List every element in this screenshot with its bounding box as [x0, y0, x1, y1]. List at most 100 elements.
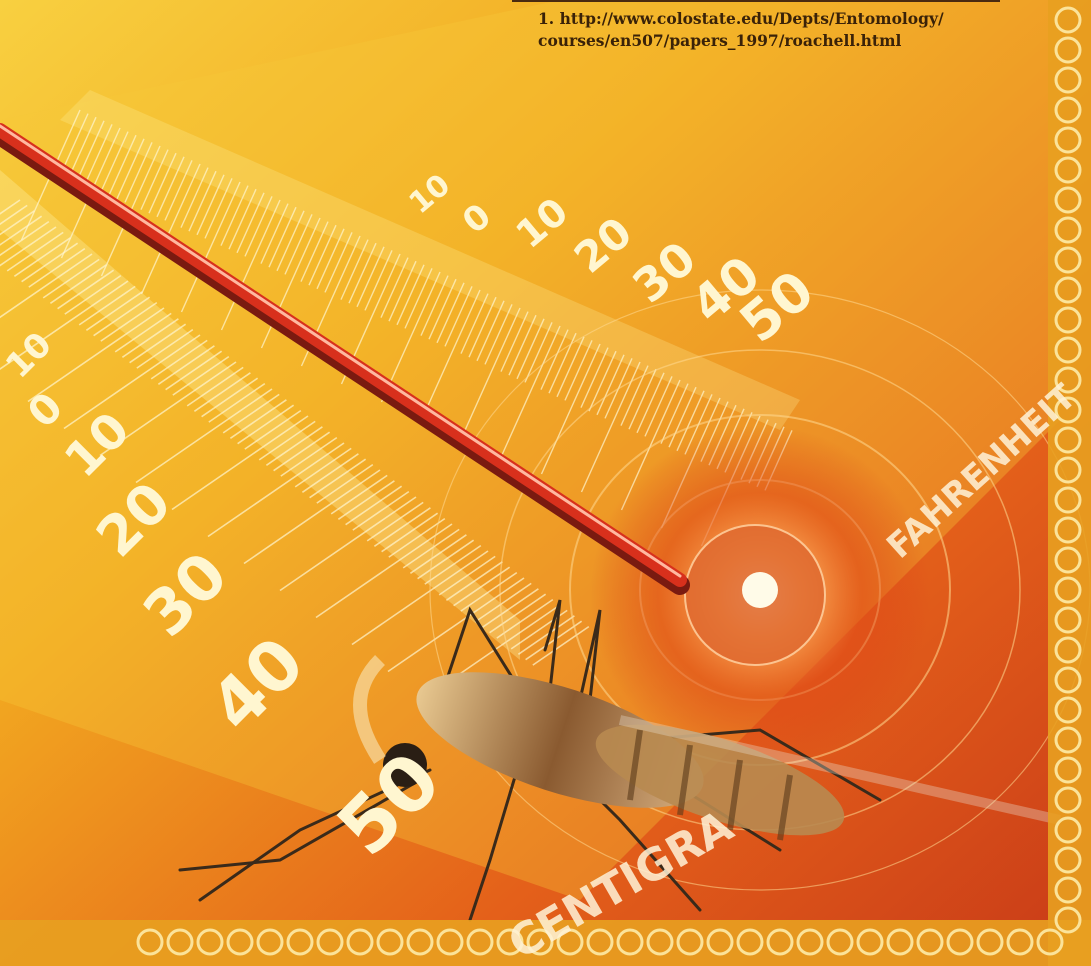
swirl: [256, 928, 284, 956]
tick-mark: [660, 383, 689, 444]
tick-mark: [244, 409, 302, 450]
tick-mark: [0, 215, 43, 246]
swirl: [1054, 486, 1082, 514]
tick-mark: [63, 334, 201, 430]
swirl: [1054, 276, 1082, 304]
swirl: [826, 928, 854, 956]
tick-mark: [468, 296, 497, 358]
swirl: [196, 928, 224, 956]
tick-mark: [396, 264, 425, 326]
swirl: [1054, 456, 1082, 484]
tick-mark: [171, 415, 309, 511]
swirl: [1054, 756, 1082, 784]
tick-mark: [201, 377, 259, 418]
tick-mark: [644, 376, 673, 437]
tick-mark: [156, 156, 185, 218]
swirl: [586, 928, 614, 956]
swirl: [646, 928, 674, 956]
tick-mark: [356, 246, 385, 308]
tick-mark: [301, 453, 359, 493]
tick-mark: [228, 188, 257, 250]
tick-mark: [540, 343, 601, 475]
tick-mark: [276, 210, 305, 272]
tick-mark: [121, 318, 179, 358]
tick-mark: [284, 214, 313, 275]
swirl: [496, 928, 524, 956]
tick-mark: [124, 142, 153, 203]
swirl: [1054, 396, 1082, 424]
tick-mark: [273, 431, 331, 472]
tick-mark: [100, 301, 158, 342]
tick-mark: [136, 328, 194, 369]
tick-mark: [348, 242, 377, 304]
tick-mark: [204, 178, 233, 239]
tick-mark: [165, 350, 223, 391]
swirl: [1054, 336, 1082, 364]
tick-mark: [193, 372, 251, 412]
tick-mark: [438, 555, 496, 596]
tick-mark: [668, 386, 697, 448]
tick-mark: [135, 388, 273, 484]
tick-mark: [42, 258, 100, 299]
swirl: [1054, 816, 1082, 844]
tick-mark: [164, 160, 193, 221]
tick-mark: [21, 242, 79, 283]
tick-mark: [237, 404, 295, 445]
swirl: [556, 928, 584, 956]
mercury-column: [0, 123, 687, 587]
swirl: [1054, 876, 1082, 904]
tick-mark: [188, 170, 217, 232]
tick-mark: [229, 399, 287, 439]
swirl: [1054, 426, 1082, 454]
tick-mark: [64, 274, 122, 315]
tick-mark: [388, 517, 446, 558]
swirl: [736, 928, 764, 956]
mercury-highlight: [0, 124, 682, 578]
tick-mark: [0, 210, 35, 236]
swirl: [616, 928, 644, 956]
swirl: [316, 928, 344, 956]
tick-mark: [445, 561, 503, 601]
tick-mark: [500, 325, 561, 457]
mosquito-icon: [178, 599, 1062, 922]
tick-mark: [516, 318, 545, 380]
tick-mark: [0, 204, 28, 226]
footnote: 1. http://www.colostate.edu/Depts/Entomo…: [512, 0, 1000, 52]
swirl: [1054, 6, 1082, 34]
tick-mark: [436, 282, 465, 344]
tick-mark: [196, 174, 225, 236]
tick-mark: [0, 253, 93, 319]
tick-mark: [316, 463, 374, 504]
tick-mark: [260, 203, 289, 264]
tick-mark: [388, 260, 417, 322]
tick-mark: [243, 469, 381, 565]
tick-mark: [474, 582, 532, 623]
centigrade-ticks: [0, 199, 590, 700]
swirl: [346, 928, 374, 956]
swirl: [1054, 576, 1082, 604]
tick-mark: [345, 485, 403, 526]
tick-mark: [148, 152, 177, 214]
tick-mark: [373, 507, 431, 547]
tick-mark: [481, 588, 539, 628]
tick-mark: [140, 163, 201, 295]
tick-mark: [244, 196, 273, 257]
tick-mark: [588, 350, 617, 412]
tick-mark: [99, 361, 237, 457]
swirl: [1054, 246, 1082, 274]
swirl: [1054, 36, 1082, 64]
tick-mark: [0, 280, 129, 370]
tick-mark: [476, 300, 505, 362]
swirl: [706, 928, 734, 956]
tick-mark: [258, 420, 316, 461]
tick-mark: [420, 289, 481, 421]
tick-mark: [294, 447, 352, 488]
swirl: [1054, 606, 1082, 634]
tick-mark: [268, 206, 297, 268]
tick-mark: [424, 544, 482, 585]
swirl: [856, 928, 884, 956]
swirl: [886, 928, 914, 956]
swirl: [166, 928, 194, 956]
tick-mark: [460, 293, 489, 354]
tick-mark: [85, 291, 143, 331]
